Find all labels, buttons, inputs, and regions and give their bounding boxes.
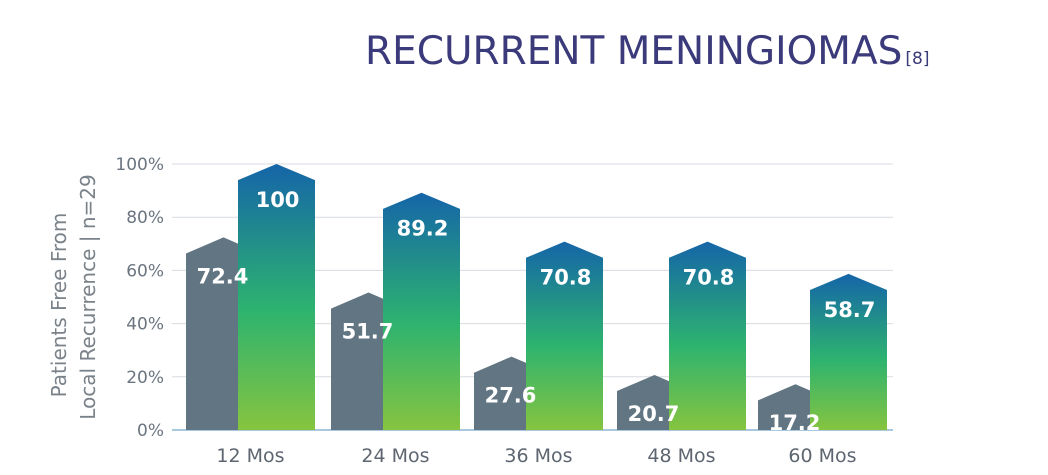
bar-series2 [526, 241, 603, 430]
x-tick-label: 24 Mos [361, 445, 429, 467]
data-label-series1: 27.6 [485, 384, 537, 408]
bar-series2 [810, 273, 887, 430]
y-tick-labels: 0% 20% 40% 60% 80% 100% [115, 155, 164, 441]
data-label-series1: 51.7 [342, 319, 394, 343]
data-label-series2: 100 [256, 188, 300, 212]
y-tick-label: 0% [137, 421, 164, 441]
data-label-series1: 72.4 [197, 264, 249, 288]
y-tick-label: 60% [126, 261, 164, 281]
y-tick-label: 100% [115, 155, 164, 175]
data-label-series2: 89.2 [397, 217, 449, 241]
chart-title: RECURRENT MENINGIOMAS [8] [365, 29, 930, 74]
data-label-series2: 70.8 [540, 266, 592, 290]
data-label-series1: 17.2 [769, 411, 821, 435]
y-tick-label: 20% [126, 368, 164, 388]
x-tick-label: 12 Mos [216, 445, 284, 467]
y-tick-label: 40% [126, 315, 164, 335]
y-axis-label-line1: Patients Free From [47, 213, 71, 398]
x-tick-label: 36 Mos [504, 445, 572, 467]
title-text: RECURRENT MENINGIOMAS [365, 29, 902, 74]
bar-series2 [669, 241, 746, 430]
x-tick-labels: 12 Mos 24 Mos 36 Mos 48 Mos 60 Mos [216, 445, 856, 467]
y-tick-label: 80% [126, 208, 164, 228]
title-reference: [8] [905, 49, 929, 69]
x-tick-label: 48 Mos [647, 445, 715, 467]
bars: 100 72.4 89.2 51.7 70.8 27.6 70.8 20.7 58.7 17.2 [186, 164, 887, 435]
bar-series2 [383, 192, 460, 430]
data-label-series2: 58.7 [824, 298, 876, 322]
y-axis-label-line2: Local Recurrence | n=29 [76, 174, 100, 419]
x-tick-label: 60 Mos [788, 445, 856, 467]
data-label-series1: 20.7 [628, 402, 680, 426]
bar-series2 [238, 164, 315, 430]
data-label-series2: 70.8 [683, 266, 735, 290]
